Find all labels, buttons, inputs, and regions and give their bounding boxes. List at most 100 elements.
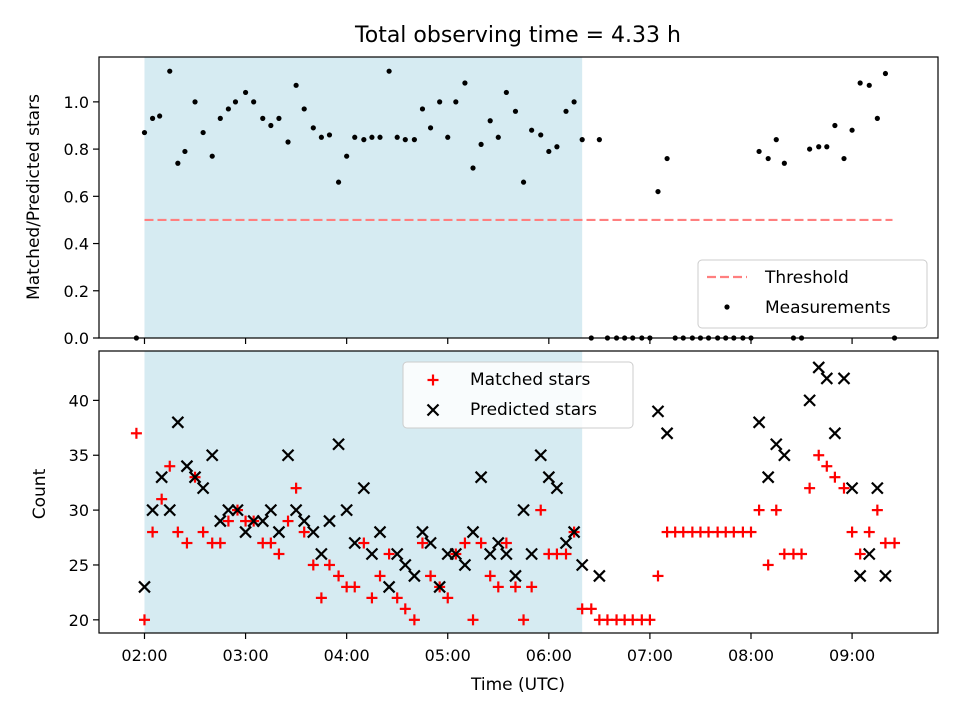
measurement-point bbox=[232, 99, 239, 105]
predicted-star-marker bbox=[323, 514, 336, 528]
matched-star-marker bbox=[467, 614, 479, 626]
x-tick-label: 04:00 bbox=[324, 646, 370, 665]
predicted-star-marker bbox=[281, 448, 295, 462]
predicted-star-marker bbox=[567, 525, 581, 539]
matched-star-marker bbox=[813, 449, 825, 461]
predicted-star-marker bbox=[196, 481, 210, 495]
matched-star-marker bbox=[408, 614, 420, 626]
measurement-point bbox=[579, 137, 585, 143]
measurement-point bbox=[866, 82, 872, 88]
x-tick-label: 05:00 bbox=[425, 646, 471, 665]
predicted-star-marker bbox=[399, 558, 412, 572]
measurement-point bbox=[596, 137, 602, 143]
predicted-star-marker bbox=[458, 558, 472, 572]
measurement-point bbox=[352, 134, 358, 140]
matched-star-marker bbox=[273, 548, 285, 560]
predicted-star-marker bbox=[365, 547, 379, 561]
top-axes-frame bbox=[98, 56, 939, 339]
matched-star-marker bbox=[172, 526, 184, 538]
measurement-point bbox=[377, 134, 383, 140]
measurement-point bbox=[285, 139, 291, 145]
matched-star-marker bbox=[383, 548, 395, 560]
measurement-point bbox=[487, 118, 493, 124]
predicted-star-marker bbox=[879, 569, 892, 583]
top-y-tick-label: 0.6 bbox=[64, 187, 89, 206]
matched-star-marker bbox=[500, 537, 512, 549]
measurement-point bbox=[841, 155, 847, 162]
x-axis-label: Time (UTC) bbox=[470, 675, 565, 695]
top-y-tick-label: 0.8 bbox=[64, 140, 89, 159]
measurement-point bbox=[268, 122, 274, 129]
predicted-star-marker bbox=[593, 569, 606, 583]
measurement-point bbox=[529, 127, 535, 133]
matched-star-marker bbox=[796, 548, 808, 560]
measurement-point bbox=[571, 99, 577, 105]
predicted-star-marker bbox=[466, 525, 480, 539]
matched-star-marker bbox=[492, 581, 504, 593]
predicted-star-marker bbox=[163, 503, 177, 517]
figure-title: Total observing time = 4.33 h bbox=[354, 23, 681, 48]
matched-star-marker bbox=[197, 526, 209, 538]
matched-star-marker bbox=[290, 482, 302, 494]
measurement-point bbox=[335, 179, 342, 185]
legend-measurements-swatch bbox=[724, 304, 730, 310]
matched-star-marker bbox=[753, 504, 765, 516]
measurement-point bbox=[192, 99, 198, 105]
legend-predicted-marker bbox=[426, 403, 440, 417]
top-legend-box bbox=[697, 259, 928, 329]
matched-star-marker bbox=[425, 570, 437, 582]
predicted-star-marker bbox=[474, 470, 488, 484]
bottom-y-tick-label: 25 bbox=[69, 556, 89, 575]
measurement-point bbox=[427, 125, 434, 131]
matched-star-marker bbox=[130, 427, 142, 439]
predicted-star-marker bbox=[256, 514, 270, 528]
matched-star-marker bbox=[156, 493, 168, 505]
predicted-star-marker bbox=[239, 525, 252, 539]
predicted-star-marker bbox=[408, 569, 421, 583]
bottom-y-axis-label: Count bbox=[30, 468, 50, 519]
matched-star-marker bbox=[762, 559, 774, 571]
measurement-point bbox=[318, 134, 324, 140]
matched-star-marker bbox=[804, 482, 816, 494]
matched-star-marker bbox=[164, 460, 176, 472]
measurement-point bbox=[225, 106, 231, 112]
matched-star-marker bbox=[509, 581, 521, 593]
predicted-star-marker bbox=[853, 569, 867, 583]
predicted-star-marker bbox=[171, 416, 185, 429]
bottom-x-axis: 02:00 03:00 04:00 05:00 06:00 07:00 08:00 09:00 bbox=[121, 633, 875, 665]
predicted-star-marker bbox=[449, 547, 463, 561]
predicted-star-marker bbox=[550, 481, 564, 495]
measurement-point bbox=[394, 134, 400, 140]
measurement-point bbox=[816, 144, 822, 150]
measurement-point bbox=[361, 137, 367, 143]
legend-matched-marker bbox=[427, 374, 439, 386]
top-legend: Threshold Measurements bbox=[697, 259, 928, 329]
x-tick-label: 08:00 bbox=[728, 646, 774, 665]
top-x-ticks bbox=[143, 338, 853, 344]
measurement-point bbox=[209, 153, 215, 159]
matched-star-marker bbox=[829, 471, 841, 483]
predicted-star-marker bbox=[390, 547, 404, 561]
predicted-star-marker bbox=[289, 503, 303, 517]
matched-star-marker bbox=[349, 581, 361, 593]
predicted-star-marker bbox=[433, 580, 446, 594]
predicted-star-marker bbox=[845, 481, 859, 495]
matched-star-marker bbox=[535, 504, 547, 516]
measurement-point bbox=[495, 134, 501, 140]
predicted-star-marker bbox=[837, 372, 851, 385]
predicted-star-marker bbox=[180, 459, 194, 473]
predicted-star-marker bbox=[828, 427, 842, 440]
measurement-point bbox=[807, 146, 813, 152]
top-y-axis: 0.0 0.2 0.4 0.6 0.8 1.0 bbox=[64, 93, 99, 348]
measurement-point bbox=[462, 80, 468, 86]
predicted-star-marker bbox=[155, 470, 168, 484]
predicted-star-marker bbox=[340, 503, 353, 517]
measurement-point bbox=[200, 129, 206, 136]
predicted-star-marker bbox=[416, 525, 429, 539]
measurement-point bbox=[386, 68, 392, 74]
matched-star-marker bbox=[181, 537, 193, 549]
bottom-legend: Matched stars Predicted stars bbox=[402, 361, 634, 429]
measurement-point bbox=[781, 160, 787, 166]
measurement-point bbox=[157, 113, 163, 119]
